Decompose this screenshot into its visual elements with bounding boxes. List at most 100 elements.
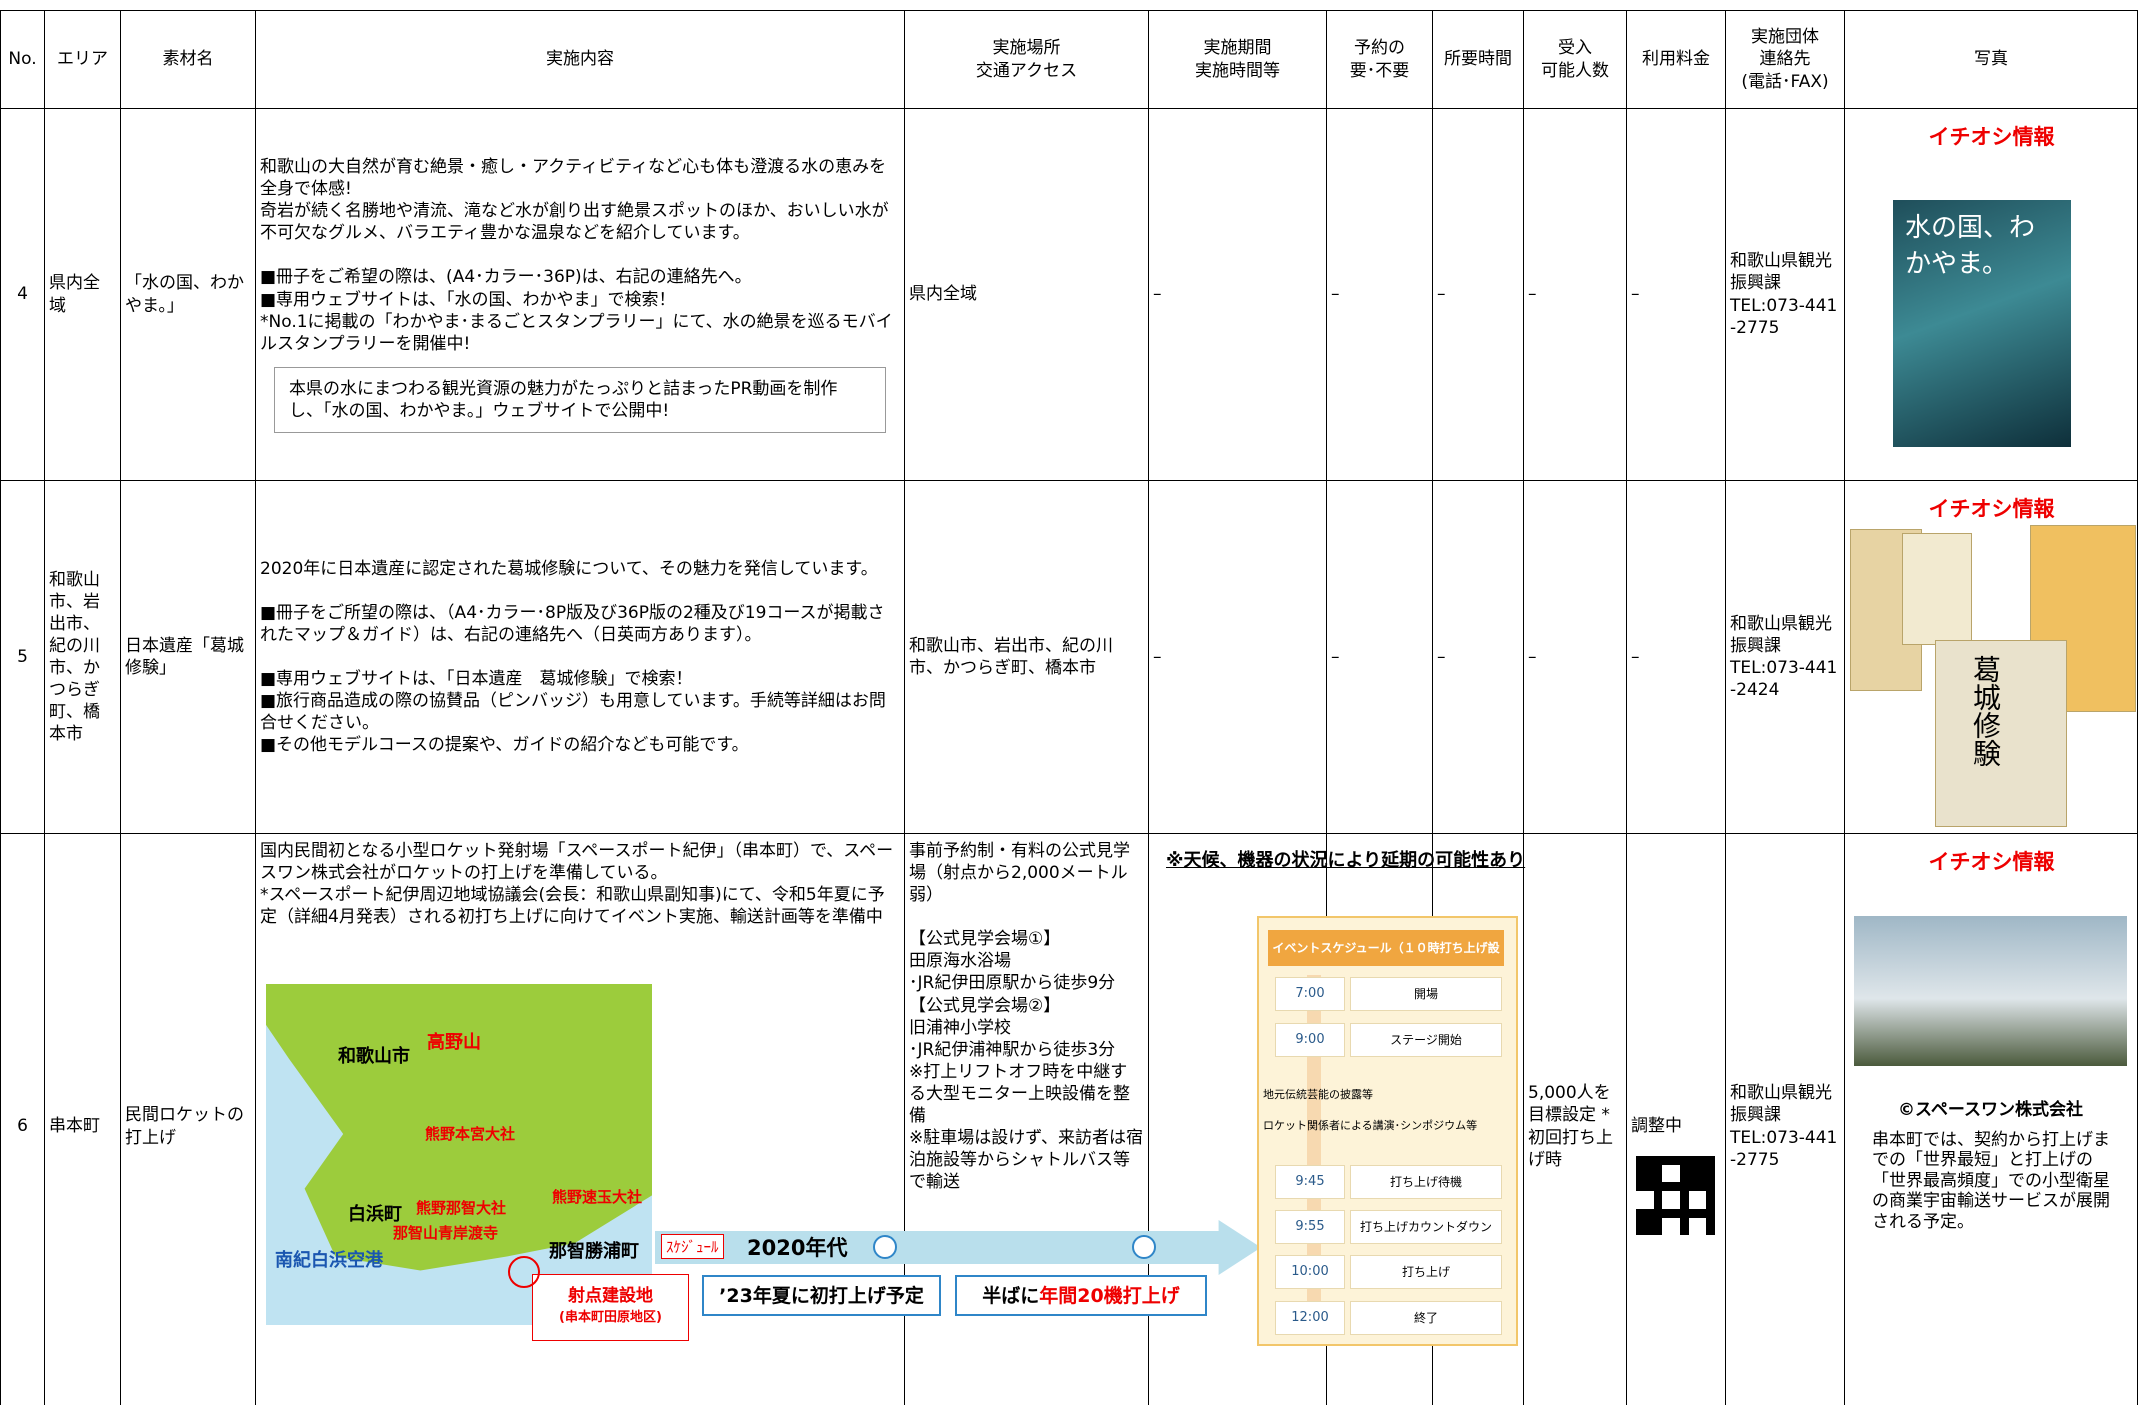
header-cell: 写真 [1845,10,2138,109]
period-cell: – [1149,109,1327,481]
map-label: 高野山 [427,1032,481,1053]
contact-text: TEL:073-441-2775 [1730,295,1838,338]
place-text: 事前予約制・有料の公式見学場（射点から2,000メートル弱） [909,841,1130,906]
header-cell: 素材名 [121,10,256,109]
qr-dot [1697,1156,1707,1165]
qr-dot [1706,1226,1716,1236]
area-cell: 串本町 [45,834,121,1405]
timeline-mid-prefix: 半ばに [982,1285,1040,1307]
qr-code [1636,1156,1716,1236]
content-cell: 和歌山の大自然が育む絶景・癒し・アクティビティなど心も体も澄渡る水の恵みを全身で… [256,109,905,481]
header-text: 実施時間等 [1195,60,1280,81]
launch-circle [508,1256,540,1288]
material-cell: 日本遺産「葛城修験」 [121,481,256,834]
qr-dot [1636,1217,1645,1227]
launch-site-box: 射点建設地 (串本町田原地区) [532,1274,689,1341]
qr-dot [1688,1156,1698,1165]
period: – [1153,284,1162,305]
collage-piece [1935,640,2067,827]
qr-dot [1671,1182,1680,1192]
capacity-cell: – [1524,109,1627,481]
header-cell: 実施場所 交通アクセス [905,10,1149,109]
capacity: 5,000人を目標設定 *初回打ち上げ時 [1528,1083,1613,1170]
photo-credit: ©スペースワン株式会社 [1898,1100,2083,1120]
rocket-photo [1854,916,2127,1066]
header-text: 予約の [1354,38,1405,59]
timeline-mid-highlight: 年間20機打上げ [1039,1285,1180,1307]
header-cell: 実施団体 連絡先 (電話･FAX) [1726,10,1845,109]
fee: – [1631,646,1640,667]
qr-dot [1636,1173,1645,1183]
content-text: ■その他モデルコースの提案や、ガイドの紹介なども可能です。 [260,735,749,756]
qr-dot [1706,1156,1716,1165]
qr-dot [1662,1182,1672,1192]
timeline-dot [1132,1235,1156,1259]
fee: 調整中 [1631,1116,1682,1137]
place-text: ※打上リフトオフ時を中継する大型モニター上映設備を整備 [909,1061,1130,1127]
map-label: 南紀白浜空港 [275,1250,383,1271]
no-cell: 4 [0,109,45,481]
header-text: 利用料金 [1642,49,1710,70]
qr-dot [1680,1164,1689,1174]
header-text: 可能人数 [1541,60,1609,81]
place-text: ･JR紀伊田原駅から徒歩9分 [909,973,1116,994]
reservation: – [1331,646,1340,667]
fee-cell: – [1627,481,1726,834]
content-text: 国内民間初となる小型ロケット発射場「スペースポート紀伊」（串本町）で、スペースワ… [260,841,894,884]
qr-dot [1706,1191,1716,1200]
place-text: 【公式見学会場②】 [909,995,1061,1016]
content-text: *No.1に掲載の「わかやま･まるごとスタンプラリー」にて、水の絶景を巡るモバイ… [260,311,893,354]
header-text: 実施期間 [1203,38,1272,59]
content-text: 奇岩が続く名勝地や清流、滝など水が創り出す絶景スポットのほか、おいしい水が不可欠… [260,201,889,244]
timeline-tag: ｽｹｼﾞｭｰﾙ [661,1234,724,1259]
schedule-time: 10:00 [1275,1255,1345,1289]
schedule-time: 12:00 [1275,1301,1345,1335]
content-text: *スペースポート紀伊周辺地域協議会(会長：和歌山県副知事)にて、令和5年夏に予定… [260,885,885,928]
qr-dot [1680,1191,1689,1200]
qr-dot [1636,1182,1645,1192]
header-cell: 受入 可能人数 [1524,10,1627,109]
schedule-bar [1307,975,1321,1335]
qr-dot [1653,1191,1663,1200]
material: 「水の国、わかやま。」 [125,273,244,316]
photo-description: 串本町では、契約から打上げまでの「世界最短」と打上げの「世界最高頻度」での小型衛… [1872,1130,2110,1232]
no-cell: 6 [0,834,45,1405]
qr-dot [1653,1217,1663,1227]
no-cell: 5 [0,481,45,834]
header-text: 連絡先 [1759,49,1811,70]
content-cell: 2020年に日本遺産に認定された葛城修験について、その魅力を発信しています。 ■冊… [256,481,905,834]
place-text: 【公式見学会場①】 [909,929,1061,950]
timeline-era: 2020年代 [747,1236,848,1260]
qr-dot [1688,1164,1698,1174]
qr-dot [1636,1208,1645,1218]
qr-dot [1644,1217,1654,1227]
qr-dot [1653,1164,1663,1174]
material-cell: 「水の国、わかやま。」 [121,109,256,481]
capacity: – [1528,284,1537,305]
content-cell: 国内民間初となる小型ロケット発射場「スペースポート紀伊」（串本町）で、スペースワ… [256,834,905,1405]
capacity: – [1528,646,1537,667]
qr-dot [1706,1164,1716,1174]
schedule-note: ロケット関係者による講演･シンポジウム等 [1263,1119,1478,1132]
content-text: 和歌山の大自然が育む絶景・癒し・アクティビティなど心も体も澄渡る水の恵みを全身で… [260,157,887,200]
area-cell: 県内全域 [45,109,121,481]
cover-title: 水の国、わかやま。 [1905,213,2036,280]
qr-dot [1688,1208,1698,1218]
reservation-cell: – [1327,481,1433,834]
map-label: 那智勝浦町 [549,1241,639,1262]
qr-dot [1644,1156,1654,1165]
qr-dot [1697,1208,1707,1218]
note-box: 本県の水にまつわる観光資源の魅力がたっぷりと詰まったPR動画を制作し、「水の国、… [274,366,886,433]
header-cell: 予約の 要･不要 [1327,10,1433,109]
photo-label: イチオシ情報 [1928,850,2055,874]
qr-dot [1706,1182,1716,1192]
material-cell: 民間ロケットの打上げ [121,834,256,1405]
qr-dot [1653,1208,1663,1218]
qr-dot [1636,1226,1645,1236]
contact-text: 和歌山県観光振興課 [1730,1083,1832,1126]
content-text: 2020年に日本遺産に認定された葛城修験について、その魅力を発信しています。 [260,558,878,579]
header-cell: 実施期間 実施時間等 [1149,10,1327,109]
header-text: エリア [57,49,108,70]
qr-dot [1706,1200,1716,1209]
